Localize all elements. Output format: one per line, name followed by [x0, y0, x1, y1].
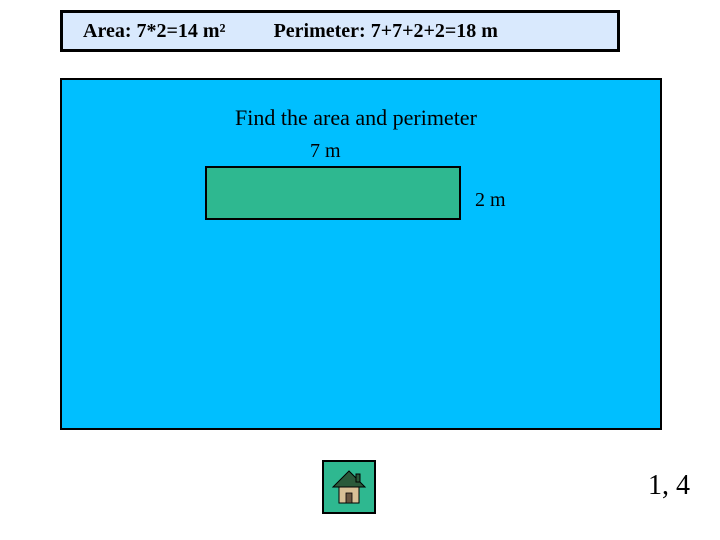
- question-text: Find the area and perimeter: [235, 105, 477, 131]
- house-icon: [329, 467, 369, 507]
- page-number: 1, 4: [648, 470, 690, 502]
- rectangle-shape: [205, 166, 461, 220]
- area-answer-label: Area: 7*2=14 m²: [83, 20, 226, 43]
- rect-width-label: 7 m: [310, 140, 341, 163]
- perimeter-answer-label: Perimeter: 7+7+2+2=18 m: [274, 20, 498, 43]
- answer-header-bar: Area: 7*2=14 m² Perimeter: 7+7+2+2=18 m: [60, 10, 620, 52]
- rect-height-label: 2 m: [475, 189, 506, 212]
- home-button[interactable]: [322, 460, 376, 514]
